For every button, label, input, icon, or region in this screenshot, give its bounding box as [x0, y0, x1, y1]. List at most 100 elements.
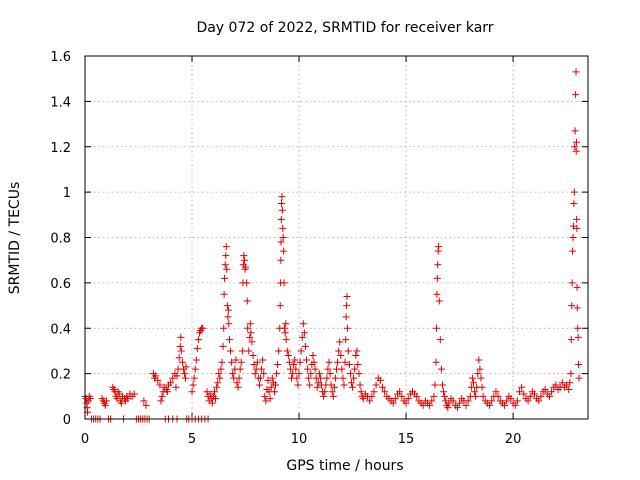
- data-point: [188, 388, 196, 396]
- data-point: [313, 383, 321, 391]
- data-point: [220, 324, 228, 332]
- data-point: [503, 397, 511, 405]
- x-tick-label: 0: [81, 432, 89, 447]
- data-point: [218, 358, 226, 366]
- data-point: [249, 351, 257, 359]
- data-point: [264, 376, 272, 384]
- data-point: [572, 91, 580, 99]
- data-point: [342, 313, 350, 321]
- data-point: [494, 392, 502, 400]
- data-point: [296, 358, 304, 366]
- data-point: [283, 347, 291, 355]
- x-tick-label: 15: [398, 432, 415, 447]
- data-point: [370, 388, 378, 396]
- data-point: [372, 381, 380, 389]
- data-point: [142, 401, 150, 409]
- data-point: [275, 347, 283, 355]
- data-point: [257, 374, 265, 382]
- data-point: [152, 372, 160, 380]
- data-point: [178, 358, 186, 366]
- data-point: [290, 361, 298, 369]
- data-point: [251, 370, 259, 378]
- data-point: [366, 397, 374, 405]
- data-point: [274, 361, 282, 369]
- data-point: [569, 247, 577, 255]
- data-point: [182, 363, 190, 371]
- data-point: [192, 356, 200, 364]
- data-point: [278, 206, 286, 214]
- data-point: [573, 283, 581, 291]
- data-point: [325, 358, 333, 366]
- data-point: [468, 374, 476, 382]
- data-point: [350, 374, 358, 382]
- data-point: [156, 381, 164, 389]
- data-point: [277, 238, 285, 246]
- data-point: [558, 379, 566, 387]
- data-point: [240, 252, 248, 260]
- y-tick-label: 1.6: [50, 50, 71, 65]
- data-point: [552, 381, 560, 389]
- x-tick-label: 5: [188, 432, 196, 447]
- data-point: [379, 383, 387, 391]
- data-point: [456, 399, 464, 407]
- data-point: [277, 215, 285, 223]
- data-point: [568, 302, 576, 310]
- data-point: [340, 381, 348, 389]
- data-point: [449, 397, 457, 405]
- data-point: [472, 392, 480, 400]
- data-point: [315, 370, 323, 378]
- data-point: [130, 390, 138, 398]
- data-point: [574, 324, 582, 332]
- data-point: [453, 404, 461, 412]
- data-point: [210, 388, 218, 396]
- data-point: [413, 392, 421, 400]
- data-point: [571, 143, 579, 151]
- data-point: [267, 383, 275, 391]
- data-point: [476, 365, 484, 373]
- data-point: [575, 361, 583, 369]
- data-point: [349, 383, 357, 391]
- data-point: [305, 374, 313, 382]
- data-point: [432, 324, 440, 332]
- data-point: [492, 388, 500, 396]
- axis-ticks: 0 0.2 0.4 0.6 0.8 1 1.2 1.4 1.6 0 5 10 15 20: [50, 50, 588, 447]
- data-point: [240, 256, 248, 264]
- data-point: [281, 329, 289, 337]
- data-point: [279, 234, 287, 241]
- data-point: [234, 383, 242, 391]
- data-point: [389, 399, 397, 407]
- data-point: [548, 388, 556, 396]
- data-point: [316, 374, 324, 382]
- data-point: [469, 379, 477, 387]
- data-point: [321, 388, 329, 396]
- data-point: [157, 397, 165, 405]
- data-point: [353, 347, 361, 355]
- data-point: [326, 370, 334, 378]
- data-point: [191, 365, 199, 373]
- data-point: [530, 390, 538, 398]
- data-point: [213, 383, 221, 391]
- data-point: [351, 365, 359, 373]
- data-point: [568, 279, 576, 287]
- data-point: [258, 365, 266, 373]
- data-point: [293, 374, 301, 382]
- data-point: [567, 370, 575, 378]
- data-point: [215, 370, 223, 378]
- data-point: [273, 370, 281, 378]
- y-axis-label: SRMTID / TECUs: [7, 182, 23, 295]
- data-point: [516, 388, 524, 396]
- y-tick-label: 0.8: [50, 232, 71, 247]
- y-tick-label: 0.2: [50, 368, 71, 383]
- data-point: [177, 347, 185, 355]
- data-point: [338, 365, 346, 373]
- data-point: [331, 374, 339, 382]
- data-point: [343, 302, 351, 310]
- data-point: [444, 404, 452, 412]
- data-point: [222, 243, 230, 251]
- data-point: [488, 397, 496, 405]
- data-point: [526, 392, 534, 400]
- data-point: [247, 329, 255, 337]
- data-point: [221, 261, 229, 269]
- data-point: [276, 302, 284, 310]
